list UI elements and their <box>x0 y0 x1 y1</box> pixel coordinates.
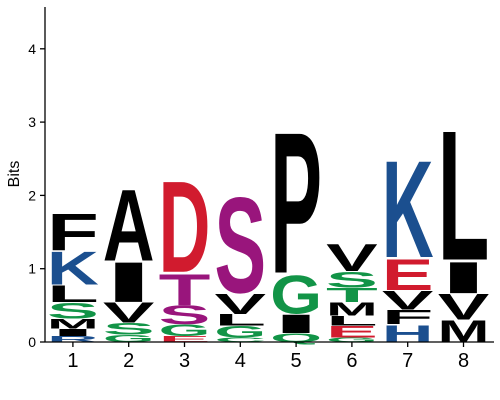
logo-letter-a: A <box>103 168 155 282</box>
x-tick-label: 6 <box>346 350 357 372</box>
logo-letter-v: V <box>326 236 378 279</box>
logo-letter-g: G <box>103 333 155 344</box>
logo-letter-s: S <box>326 268 378 293</box>
axes: 0 1 2 3 4 1 2 3 4 5 6 7 8 Bits <box>6 7 494 372</box>
logo-letter-g: G <box>270 264 322 325</box>
logo-letter-m: M <box>47 316 99 332</box>
logo-letter-e: E <box>382 251 434 300</box>
logo-letter-k: K <box>382 133 434 287</box>
logo-letter-f: F <box>47 203 99 262</box>
logo-letter-g: G <box>159 322 211 340</box>
logo-letter-t: T <box>326 284 378 307</box>
x-tick-label: 2 <box>123 350 134 372</box>
logo-letter-e: E <box>326 323 378 341</box>
logo-letter-g: G <box>326 337 378 344</box>
x-tick-label: 4 <box>235 350 246 372</box>
y-tick-label: 3 <box>28 114 36 130</box>
logo-letter-r: R <box>47 335 99 344</box>
logo-letter-k: K <box>47 242 99 295</box>
y-tick-label: 1 <box>28 261 36 277</box>
y-tick-label: 4 <box>28 41 36 57</box>
logo-letter-g: G <box>214 323 266 341</box>
x-tick-label: 5 <box>291 350 302 372</box>
x-tick-label: 8 <box>458 350 469 372</box>
logo-letter-v: V <box>215 288 267 320</box>
y-ticks: 0 1 2 3 4 <box>28 41 45 350</box>
logo-letter-t: T <box>159 265 211 315</box>
logo-letter-i: I <box>47 327 99 338</box>
x-ticks: 1 2 3 4 5 6 7 8 <box>67 342 469 372</box>
logo-letter-i: I <box>438 253 490 303</box>
logo-letter-s: S <box>214 169 266 321</box>
logo-letter-q: Q <box>270 331 322 345</box>
x-tick-label: 7 <box>402 350 413 372</box>
logo-letter-e: E <box>159 335 211 344</box>
x-tick-label: 1 <box>67 350 78 372</box>
x-tick-label: 3 <box>179 350 190 372</box>
logo-letter-s: S <box>103 320 155 338</box>
y-tick-label: 0 <box>28 334 36 350</box>
logo-letter-v: V <box>382 286 434 315</box>
logo-letter-s: S <box>47 298 99 323</box>
logo-letter-s: S <box>159 300 211 330</box>
y-tick-label: 2 <box>28 187 36 203</box>
logo-letter-v: V <box>103 297 155 329</box>
logo-letter-i: I <box>103 251 155 315</box>
logo-letter-l: L <box>326 313 378 329</box>
logo-letter-l: L <box>438 92 490 299</box>
logo-letter-l: L <box>47 281 99 308</box>
logo-letter-d: D <box>159 155 211 300</box>
logo-letter-v: V <box>438 286 490 327</box>
logo-letters: RIMSLKFGSVIAEGSTDCGLVSQIGPGELMTSVHFVEKMV… <box>47 92 489 349</box>
logo-letter-c: C <box>214 336 266 343</box>
logo-letter-i: I <box>270 309 322 338</box>
logo-letter-p: P <box>270 92 322 316</box>
logo-letter-f: F <box>382 306 434 329</box>
y-axis-label: Bits <box>6 161 23 188</box>
logo-letter-l: L <box>214 311 266 329</box>
logo-letter-m: M <box>326 299 378 319</box>
